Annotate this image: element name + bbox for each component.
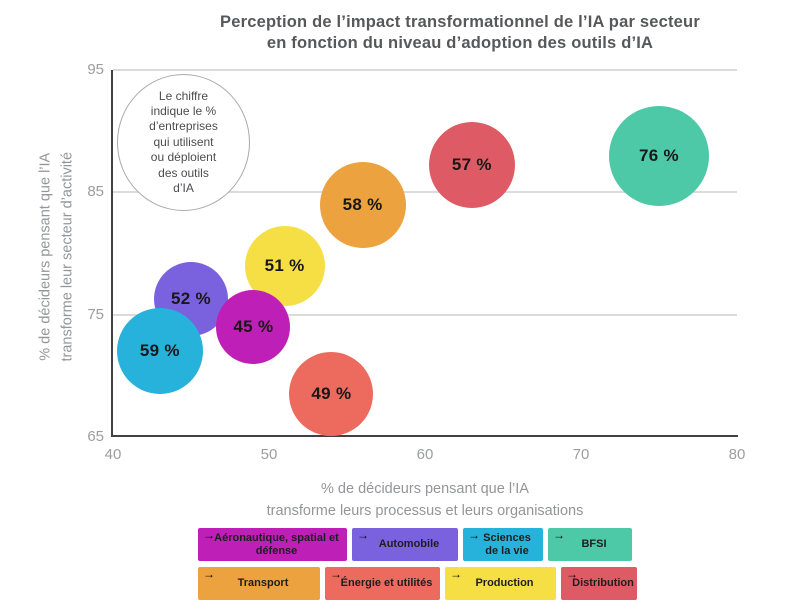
- x-axis-label-line1: % de décideurs pensant que l’IA: [321, 481, 529, 497]
- legend-item-label: Aéronautique, spatial et défense: [214, 531, 339, 557]
- arrow-icon: →: [203, 567, 215, 581]
- arrow-icon: →: [203, 528, 215, 542]
- legend-item-label: Automobile: [378, 538, 440, 551]
- legend-row: → Transport → Énergie et utilités → Productio…: [198, 567, 637, 600]
- page-title-line1: Perception de l’impact transformationnel…: [220, 13, 700, 31]
- page-title-line2: en fonction du niveau d’adoption des out…: [266, 33, 654, 52]
- legend-item: → Production: [445, 567, 556, 600]
- bubble-size-note-line: ou déploient: [150, 150, 217, 165]
- legend-item: → Aéronautique, spatial et défense: [198, 528, 347, 561]
- legend-row: → Aéronautique, spatial et défense → Automo…: [198, 528, 637, 561]
- bubble-value-label: 51 %: [264, 255, 305, 275]
- y-tick-label: 65: [87, 428, 104, 445]
- y-axis-line: [111, 70, 113, 437]
- arrow-icon: →: [330, 567, 342, 581]
- legend-item: → Énergie et utilités: [325, 567, 440, 600]
- y-tick-label: 95: [87, 61, 104, 78]
- arrow-icon: →: [450, 567, 462, 581]
- bubble-size-note-line: qui utilisent: [153, 134, 214, 149]
- page-title: Perception de l’impact transformationnel…: [140, 12, 780, 53]
- legend-item-label: Sciences de la vie: [483, 531, 531, 557]
- bubble-value-label: 49 %: [311, 384, 352, 404]
- y-axis-label-line2: transforme leur secteur d’activité: [59, 151, 75, 362]
- y-axis-label-line1: % de décideurs pensant que l’IA: [37, 152, 54, 361]
- legend-item: → BFSI: [548, 528, 632, 561]
- y-tick-label: 85: [87, 183, 104, 201]
- legend-item: → Distribution: [561, 567, 637, 600]
- arrow-icon: →: [566, 567, 578, 581]
- bubble-value-label: 57 %: [451, 155, 492, 175]
- x-tick-label: 60: [416, 446, 434, 463]
- chart-bubble: 59 %: [116, 308, 203, 395]
- bubble-value-label: 58 %: [342, 194, 383, 214]
- x-axis-label: % de décideurs pensant que l’IA transfor…: [113, 479, 737, 523]
- arrow-icon: →: [468, 528, 480, 542]
- legend-item: → Sciences de la vie: [463, 528, 543, 561]
- chart-bubble: 76 %: [609, 105, 709, 206]
- chart-bubble: 51 %: [244, 225, 325, 306]
- x-axis-label-line2: transforme leurs processus et leurs orga…: [266, 502, 584, 519]
- arrow-icon: →: [357, 528, 369, 542]
- bubble-size-note: Le chiffre indique le % d’entreprises qui u…: [117, 74, 250, 211]
- legend-item-label: Production: [475, 577, 534, 590]
- gridline: [113, 313, 737, 316]
- chart-bubble: 58 %: [319, 161, 406, 248]
- bubble-size-note-line: indique le %: [150, 104, 217, 119]
- bubble-value-label: 76 %: [639, 145, 679, 165]
- gridline: [113, 191, 737, 194]
- bubble-size-note-line: d’IA: [173, 180, 194, 195]
- legend: → Aéronautique, spatial et défense → Automo…: [198, 528, 637, 606]
- chart-bubble: 49 %: [289, 352, 374, 437]
- bubble-size-note-line: des outils: [158, 165, 209, 180]
- legend-item-label: BFSI: [581, 538, 607, 551]
- chart-bubble: 57 %: [428, 122, 515, 209]
- y-tick-label: 75: [87, 305, 104, 323]
- legend-item: → Transport: [198, 567, 320, 600]
- gridline: [113, 69, 737, 71]
- x-tick-label: 70: [572, 446, 590, 463]
- bubble-value-label: 45 %: [233, 316, 274, 336]
- bubble-value-label: 59 %: [139, 341, 180, 361]
- x-tick-label: 80: [728, 446, 746, 463]
- bubble-size-note-line: Le chiffre: [158, 88, 209, 103]
- bubble-size-note-line: d’entreprises: [149, 119, 218, 134]
- legend-item-label: Distribution: [572, 577, 634, 590]
- bubble-value-label: 52 %: [171, 288, 211, 308]
- legend-item-label: Transport: [237, 577, 289, 590]
- legend-item-label: Énergie et utilités: [340, 577, 433, 590]
- x-axis-line: [111, 435, 738, 437]
- x-tick-label: 40: [104, 446, 122, 463]
- y-axis-label: % de décideurs pensant que l’IA transfor…: [35, 66, 79, 448]
- chart-bubble: 45 %: [216, 289, 291, 364]
- legend-item: → Automobile: [352, 528, 458, 561]
- x-tick-label: 50: [260, 446, 278, 463]
- arrow-icon: →: [553, 528, 565, 542]
